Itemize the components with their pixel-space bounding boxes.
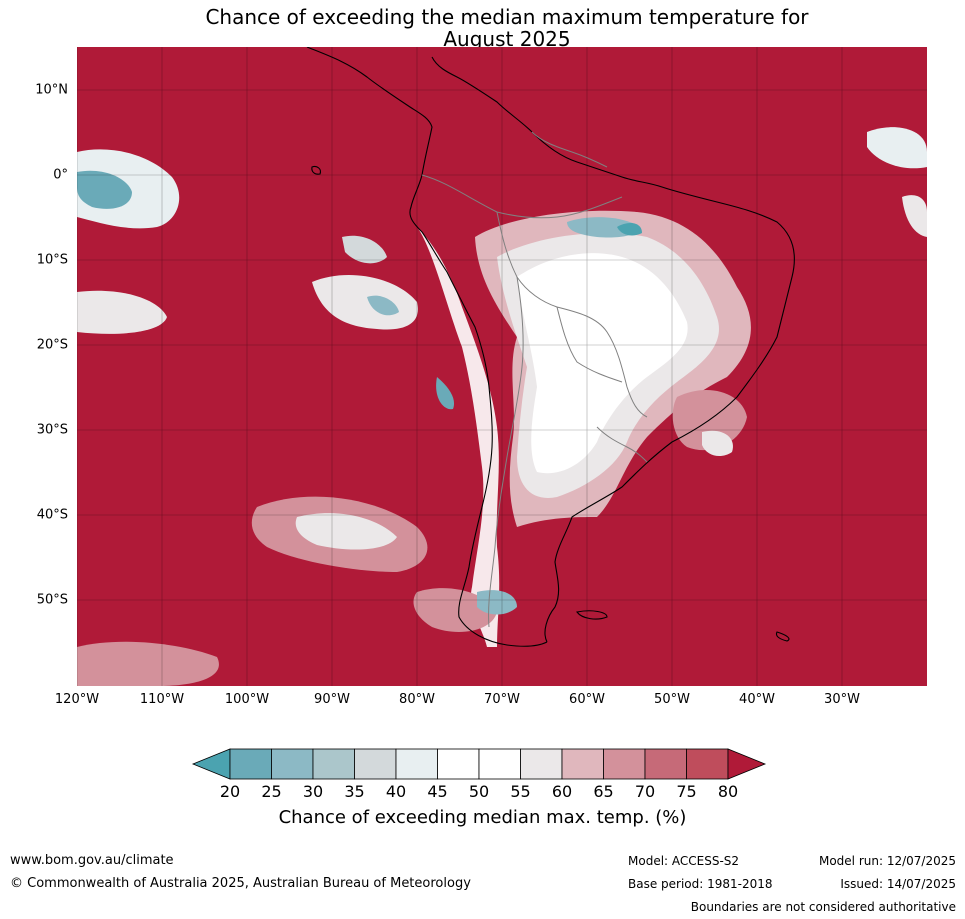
lat-label-40s: 40°S	[36, 507, 68, 523]
colorbar-segment	[520, 748, 563, 780]
colorbar-segment	[229, 748, 272, 780]
contour-amazon-lowest	[617, 223, 642, 236]
colorbar-arrow-low	[191, 748, 231, 780]
colorbar-tick-label: 20	[219, 782, 241, 801]
map-canvas	[77, 47, 927, 686]
patch-east-pacific-1-core	[77, 170, 132, 209]
lon-label-80w: 80°W	[399, 692, 435, 707]
lat-label-50s: 50°S	[36, 592, 68, 608]
coastlines	[306, 47, 795, 647]
lon-label-90w: 90°W	[314, 692, 350, 707]
patch-south-pacific-1-core	[295, 513, 397, 550]
lat-label-10s: 10°S	[36, 252, 68, 268]
probability-map	[77, 47, 927, 686]
base-period-text: Base period: 1981-2018	[628, 877, 773, 891]
colorbar-segment	[395, 748, 438, 780]
contour-amazon-low	[567, 217, 638, 238]
model-text: Model: ACCESS-S2	[628, 854, 740, 868]
patch-east-pacific-3	[312, 274, 418, 330]
colorbar-arrow-high	[727, 748, 767, 780]
issued-text: Issued: 14/07/2025	[840, 877, 956, 891]
colorbar-tick-label: 75	[676, 782, 697, 801]
lon-label-70w: 70°W	[484, 692, 520, 707]
border-bolivia-paraguay	[556, 306, 623, 383]
border-uruguay	[596, 426, 648, 463]
colorbar-segment	[478, 748, 521, 780]
colorbar-caption: Chance of exceeding median max. temp. (%…	[278, 807, 687, 828]
lat-label-0: 0°	[53, 167, 68, 183]
lon-label-50w: 50°W	[654, 692, 690, 707]
patch-atlantic-2	[902, 195, 927, 237]
colorbar-segment	[686, 748, 729, 780]
coast-galapagos	[311, 165, 321, 175]
coast-falklands	[576, 610, 608, 620]
patch-south-pacific-2	[413, 588, 497, 632]
lon-label-120w: 120°W	[54, 692, 100, 707]
map-title-line-2: August 2025	[443, 27, 571, 51]
colorbar-segment	[437, 748, 480, 780]
patch-south-west-corner	[77, 641, 219, 686]
colorbar-tick-label: 50	[468, 782, 490, 801]
lat-label-20s: 20°S	[36, 337, 68, 353]
colorbar-tick-label: 45	[427, 782, 448, 801]
colorbar-segment	[603, 748, 646, 780]
lon-label-30w: 30°W	[824, 692, 860, 707]
patch-east-pacific-2	[77, 290, 167, 334]
patch-equatorial-atlantic	[867, 127, 927, 169]
colorbar-segment	[271, 748, 314, 780]
colorbar-segment	[644, 748, 687, 780]
model-run-text: Model run: 12/07/2025	[818, 854, 956, 868]
colorbar-tick-label: 80	[717, 782, 739, 801]
border-central	[496, 211, 648, 418]
lon-label-60w: 60°W	[569, 692, 605, 707]
map-title-line-1: Chance of exceeding the median maximum t…	[205, 5, 809, 29]
coast-pacific-side	[306, 47, 548, 647]
copyright-text: © Commonwealth of Australia 2025, Austra…	[10, 876, 471, 891]
patch-east-pacific-4	[342, 235, 387, 264]
border-venezuela	[531, 131, 608, 168]
colorbar-tick-label: 35	[344, 782, 365, 801]
lat-label-10n: 10°N	[35, 82, 68, 98]
patch-patagonia-low	[477, 590, 517, 615]
contour-andes-low	[436, 377, 455, 410]
border-chile-argentina	[488, 276, 524, 628]
coast-atlantic-side	[431, 56, 795, 643]
lat-label-30s: 30°S	[36, 422, 68, 438]
patch-atlantic-1-core	[702, 430, 733, 457]
colorbar-segment	[312, 748, 355, 780]
disclaimer-text: Boundaries are not considered authoritat…	[690, 900, 956, 914]
colorbar-tick-label: 55	[510, 782, 531, 801]
patch-east-pacific-4-core	[367, 295, 399, 316]
colorbar-segment	[561, 748, 604, 780]
graticule	[77, 47, 927, 686]
colorbar-tick-label: 70	[634, 782, 656, 801]
country-borders	[421, 131, 648, 628]
lon-label-40w: 40°W	[739, 692, 775, 707]
colorbar-tick-label: 40	[385, 782, 407, 801]
colorbar-segment	[354, 748, 397, 780]
website-text: www.bom.gov.au/climate	[10, 853, 174, 868]
colorbar-tick-label: 25	[261, 782, 282, 801]
coast-south-georgia	[775, 631, 790, 642]
lon-label-110w: 110°W	[139, 692, 185, 707]
lon-label-100w: 100°W	[224, 692, 270, 707]
colorbar-tick-label: 30	[302, 782, 324, 801]
ocean-background	[77, 47, 927, 686]
probability-colorbar	[191, 748, 767, 780]
border-north	[421, 174, 623, 219]
probability-contours	[77, 127, 927, 686]
colorbar-tick-label: 65	[593, 782, 614, 801]
colorbar-tick-label: 60	[551, 782, 573, 801]
